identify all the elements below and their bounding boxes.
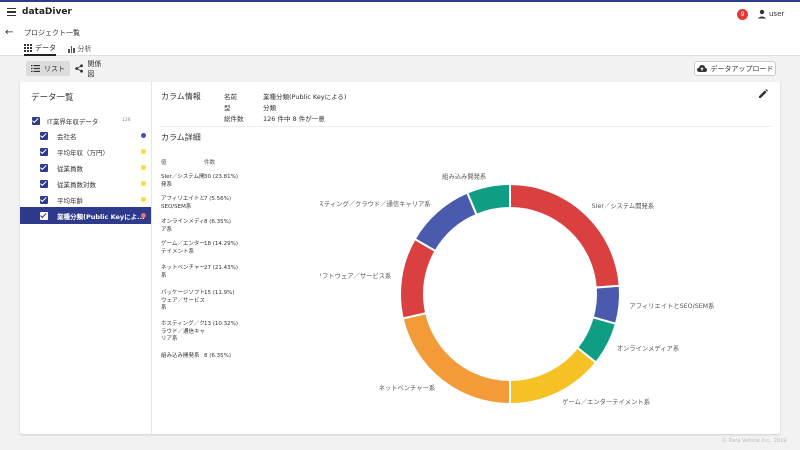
donut-slice[interactable] — [399, 237, 437, 320]
table-row-count: 27 (21.43%) — [204, 265, 239, 271]
column-checkbox[interactable] — [40, 179, 48, 188]
footer-copyright: © Data Vehicle Inc., 2019 — [722, 438, 787, 444]
table-row-label: パッケージソフトウェア／サービス系 — [161, 290, 206, 311]
table-row-label: ホスティング／クラウド／通信キャリア系 — [161, 321, 206, 342]
table-row-label: ネットベンチャー系 — [161, 265, 205, 279]
data-list-panel: データ一覧 IT業界年収データ 126 会社名 平均年収（万円） 従業員数 従業… — [20, 82, 151, 434]
tab-analysis[interactable]: 分析 — [68, 42, 92, 56]
section-divider — [160, 126, 772, 127]
table-row-label: ゲーム／エンターテイメント系 — [161, 241, 205, 255]
donut-slice[interactable] — [509, 346, 598, 406]
top-app-bar: dataDiver 9 user — [0, 0, 800, 24]
column-item-selected[interactable]: 業種分類(Public Keyによ... — [20, 207, 151, 224]
back-arrow-icon[interactable]: ← — [5, 27, 14, 38]
slice-label: アフィリエイトとSEO/SEM系 — [629, 301, 714, 310]
notification-badge[interactable]: 9 — [737, 9, 748, 20]
table-row-label: 組み込み開発系 — [161, 353, 200, 359]
column-item[interactable]: 従業員数対数 — [20, 176, 151, 191]
meta-name-value: 業種分類(Public Keyによる) — [263, 93, 347, 101]
user-icon[interactable] — [757, 9, 767, 19]
menu-icon[interactable] — [7, 8, 16, 16]
table-row-count: 8 (6.35%) — [204, 219, 232, 225]
list-view-label: リスト — [44, 64, 65, 73]
column-detail-title: カラム詳細 — [161, 133, 201, 142]
table-row-label: アフィリエイトとSEO/SEM系 — [161, 196, 205, 210]
count-column-header: 件数 — [204, 160, 216, 166]
slice-label: ネットベンチャー系 — [379, 383, 436, 392]
column-label: 従業員数 — [57, 164, 83, 173]
list-view-button[interactable]: リスト — [26, 61, 70, 76]
donut-slice[interactable] — [509, 182, 621, 289]
table-row-count: 8 (6.35%) — [204, 353, 232, 359]
slice-label: ホスティング／クラウド／通信キャリア系 — [320, 199, 431, 208]
relation-view-label: 関係図 — [87, 59, 102, 78]
table-row-count: 18 (14.29%) — [204, 241, 239, 247]
column-label: 会社名 — [57, 132, 77, 141]
column-color-dot — [141, 133, 146, 138]
grid-icon — [24, 44, 32, 52]
dataset-count: 126 — [122, 118, 131, 123]
meta-type-label: 型 — [224, 104, 231, 112]
column-color-dot — [141, 213, 146, 218]
meta-total-value: 126 件中 8 件が一意 — [263, 115, 325, 123]
data-upload-label: データアップロード — [710, 64, 774, 73]
table-row-label: オンラインメディア系 — [161, 219, 205, 233]
column-label: 業種分類(Public Keyによ... — [57, 212, 145, 221]
column-checkbox[interactable] — [40, 147, 48, 156]
dataset-checkbox[interactable] — [32, 116, 40, 125]
value-column-header: 値 — [161, 160, 167, 166]
tab-data-label: データ — [35, 44, 56, 52]
slice-label: オンラインメディア系 — [617, 344, 679, 353]
column-checkbox[interactable] — [40, 211, 48, 220]
slice-label: ゲーム／エンターテイメント系 — [562, 397, 650, 406]
meta-total-label: 総件数 — [224, 115, 244, 123]
project-header: ← プロジェクト一覧 データ 分析 — [0, 24, 800, 56]
slice-label: SIer／システム開発系 — [592, 201, 655, 210]
column-checkbox[interactable] — [40, 131, 48, 140]
column-color-dot — [141, 197, 146, 202]
meta-type-value: 分類 — [263, 104, 276, 112]
column-item[interactable]: 平均年齢 — [20, 192, 151, 207]
column-label: 従業員数対数 — [57, 180, 96, 189]
share-icon — [75, 64, 83, 73]
column-label: 平均年齢 — [57, 196, 83, 205]
panel-divider — [151, 82, 152, 434]
table-row-count: 15 (11.9%) — [204, 290, 235, 296]
edit-icon[interactable] — [758, 89, 768, 99]
dataset-label: IT業界年収データ — [47, 117, 99, 126]
data-list-title: データ一覧 — [31, 93, 74, 103]
cloud-upload-icon — [696, 65, 707, 72]
meta-name-label: 名前 — [224, 93, 237, 101]
column-item[interactable]: 従業員数 — [20, 160, 151, 175]
column-info-title: カラム情報 — [161, 92, 201, 101]
main-card: データ一覧 IT業界年収データ 126 会社名 平均年収（万円） 従業員数 従業… — [20, 82, 780, 434]
donut-chart: SIer／システム開発系アフィリエイトとSEO/SEM系オンラインメディア系ゲー… — [320, 171, 714, 406]
dataset-item[interactable]: IT業界年収データ 126 — [20, 113, 151, 128]
table-row-count: 13 (10.32%) — [204, 321, 239, 327]
column-checkbox[interactable] — [40, 163, 48, 172]
column-label: 平均年収（万円） — [57, 148, 109, 157]
list-icon — [31, 65, 40, 72]
tab-analysis-label: 分析 — [77, 45, 92, 53]
slice-label: 組み込み開発系 — [442, 171, 486, 180]
table-row-count: 7 (5.56%) — [204, 196, 232, 202]
breadcrumb[interactable]: プロジェクト一覧 — [24, 29, 80, 37]
table-row-label: SIer／システム開発系 — [161, 174, 205, 188]
column-item[interactable]: 平均年収（万円） — [20, 144, 151, 159]
column-checkbox[interactable] — [40, 195, 48, 204]
column-color-dot — [141, 149, 146, 154]
column-item[interactable]: 会社名 — [20, 128, 151, 143]
app-title[interactable]: dataDiver — [22, 7, 72, 17]
bar-chart-icon — [68, 45, 75, 53]
column-color-dot — [141, 181, 146, 186]
user-name[interactable]: user — [769, 10, 785, 18]
slice-label: パッケージソフトウェア／サービス系 — [320, 271, 391, 280]
column-color-dot — [141, 165, 146, 170]
donut-slice[interactable] — [465, 182, 511, 217]
relation-view-button[interactable]: 関係図 — [70, 59, 112, 78]
table-row-count: 30 (23.81%) — [204, 174, 239, 180]
data-upload-button[interactable]: データアップロード — [694, 61, 776, 76]
tab-data[interactable]: データ — [24, 42, 56, 56]
